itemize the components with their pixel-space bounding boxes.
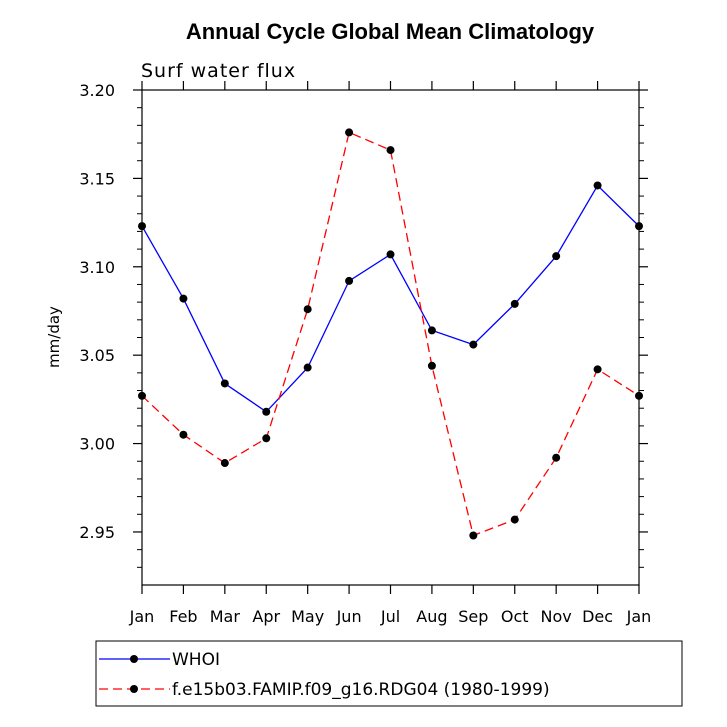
data-point [179,294,188,303]
data-point [427,326,436,335]
data-point [220,379,229,388]
x-tick-label: Nov [541,607,572,626]
x-tick-label: Dec [582,607,613,626]
data-point [469,340,478,349]
data-point [552,252,561,261]
data-point [635,391,643,400]
y-tick-labels: 2.95 3.00 3.05 3.10 3.15 3.20 [79,81,115,542]
x-tick-label: Jul [380,607,400,626]
x-tick-label: Jan [626,607,652,626]
y-tick-label: 3.20 [79,81,115,100]
data-point [593,365,602,374]
x-tick-label: May [291,607,324,626]
data-point [345,128,354,137]
data-point [138,222,146,231]
chart-title: Annual Cycle Global Mean Climatology [186,19,595,44]
x-tick-label: Aug [416,607,447,626]
chart-subtitle: Surf water flux [141,60,296,82]
data-point [427,361,436,370]
x-tick-label: Oct [501,607,529,626]
y-tick-label: 3.05 [79,346,115,365]
legend-label-whoi: WHOI [172,650,220,670]
legend-box [95,640,683,707]
legend-label-model: f.e15b03.FAMIP.f09_g16.RDG04 (1980-1999) [172,680,550,700]
data-point [262,407,271,416]
data-point [510,515,519,524]
x-tick-label: Jan [129,607,155,626]
y-tick-label: 3.15 [79,169,115,188]
y-tick-label: 3.10 [79,258,115,277]
series-line-0 [141,184,640,413]
data-point [138,391,146,400]
data-point [386,146,395,155]
data-point [635,222,643,231]
data-point [345,276,354,285]
y-tick-label: 3.00 [79,435,115,454]
data-point [303,363,312,372]
data-point [386,250,395,259]
data-point [179,430,188,439]
x-tick-label: Feb [169,607,197,626]
data-point [593,181,602,190]
x-tick-labels: Jan Feb Mar Apr May Jun Jul Aug Sep Oct Nov Dec Jan [129,607,652,626]
series-layer [138,128,643,540]
x-tick-label: Mar [210,607,241,626]
data-point [552,453,561,462]
axis-ticks [133,81,648,594]
data-point [220,459,229,468]
data-point [262,434,271,443]
series-line-1 [141,131,640,537]
x-tick-label: Apr [252,607,280,626]
y-tick-label: 2.95 [79,523,115,542]
plot-frame [141,89,640,586]
data-point [510,299,519,308]
legend-marker-whoi [130,655,138,663]
x-tick-label: Jun [336,607,362,626]
data-point [303,305,312,314]
legend-marker-model [130,685,138,693]
x-tick-label: Sep [458,607,488,626]
data-point [469,531,478,540]
y-axis-label: mm/day [45,306,63,368]
